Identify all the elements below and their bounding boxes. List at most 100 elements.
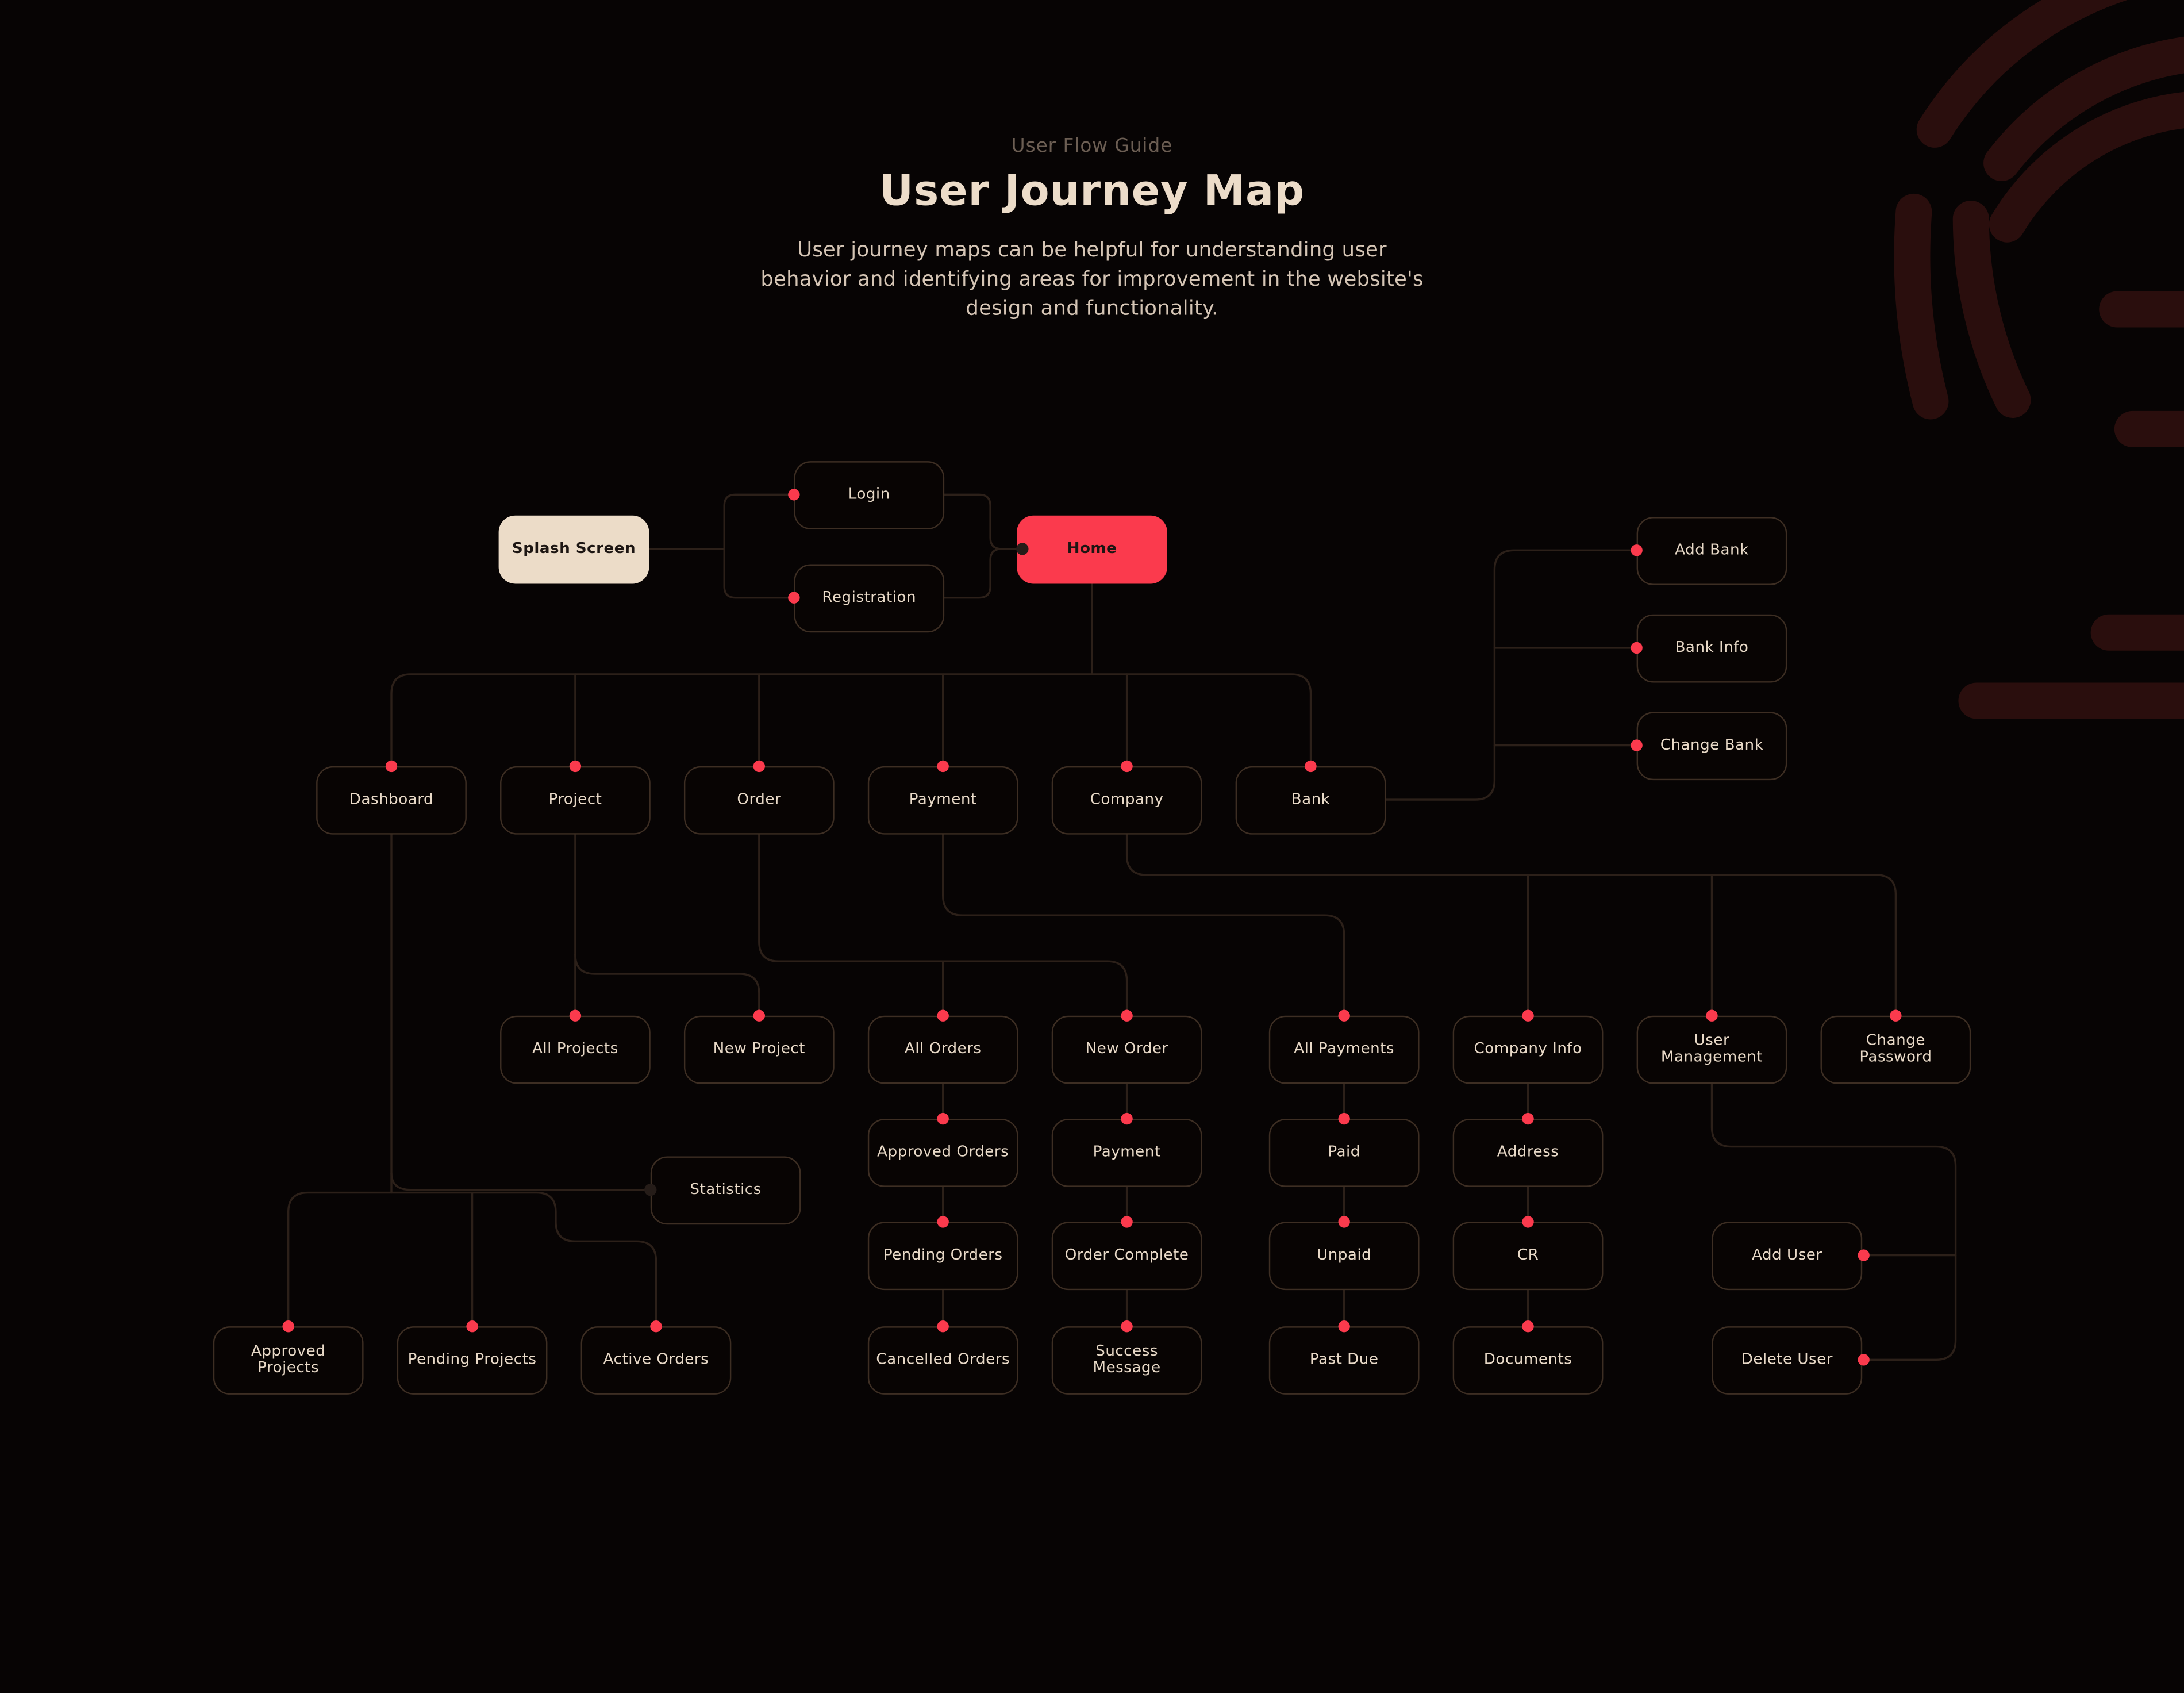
flow-edge [390, 673, 1312, 769]
node-splash-screen: Splash Screen [498, 515, 649, 583]
node-label: Bank [1291, 790, 1331, 808]
node-label: Past Due [1309, 1350, 1379, 1369]
node-label: Address [1497, 1142, 1559, 1161]
node-label: Pending Orders [883, 1245, 1003, 1264]
node-success-message: Success Message [1051, 1325, 1202, 1394]
decor-bar [1958, 682, 2184, 719]
flow-edge [574, 953, 760, 1013]
node-payment-step: Payment [1051, 1118, 1202, 1187]
node-company: Company [1051, 765, 1202, 834]
flow-edge [1385, 549, 1632, 801]
decor-arc [1894, 193, 1949, 420]
node-bank: Bank [1235, 765, 1386, 834]
flow-edge [1710, 1082, 1957, 1361]
node-project: Project [500, 765, 651, 834]
node-all-projects: All Projects [500, 1015, 651, 1084]
node-label: Change Password [1859, 1031, 1932, 1066]
node-approved-projects: Approved Projects [213, 1325, 364, 1394]
node-label: CR [1517, 1245, 1539, 1264]
node-all-payments: All Payments [1268, 1015, 1420, 1084]
node-paid: Paid [1268, 1118, 1420, 1187]
node-approved-orders: Approved Orders [867, 1118, 1018, 1187]
node-company-info: Company Info [1452, 1015, 1604, 1084]
flow-edge [287, 1191, 657, 1323]
node-registration: Registration [794, 563, 945, 632]
node-label: Pending Projects [407, 1350, 537, 1369]
node-label: Documents [1483, 1350, 1572, 1369]
node-all-orders: All Orders [867, 1015, 1018, 1084]
node-dashboard: Dashboard [316, 765, 467, 834]
flow-edge [390, 1172, 648, 1191]
node-label: Success Message [1093, 1342, 1161, 1377]
node-add-user: Add User [1712, 1221, 1863, 1289]
node-home: Home [1017, 515, 1167, 583]
node-documents: Documents [1452, 1325, 1604, 1394]
decor-bar [2090, 614, 2184, 651]
node-past-due: Past Due [1268, 1325, 1420, 1394]
kicker: User Flow Guide [1011, 135, 1173, 158]
diagram-header: User Flow Guide User Journey Map User jo… [0, 135, 2184, 324]
flow-edge [723, 548, 790, 599]
node-pending-projects: Pending Projects [397, 1325, 548, 1394]
node-user-management: User Management [1636, 1015, 1787, 1084]
node-add-bank: Add Bank [1636, 516, 1787, 585]
description: User journey maps can be helpful for und… [760, 238, 1424, 321]
page-title: User Journey Map [879, 167, 1305, 216]
flow-edge [943, 493, 1018, 550]
flow-edges [287, 493, 1957, 1361]
node-label: New Order [1085, 1039, 1168, 1058]
corner-decoration [1894, 0, 2184, 719]
node-label: Unpaid [1317, 1245, 1372, 1264]
node-change-password: Change Password [1820, 1015, 1971, 1084]
node-cr: CR [1452, 1221, 1604, 1289]
node-label: Bank Info [1675, 638, 1749, 657]
node-cancelled-orders: Cancelled Orders [867, 1325, 1018, 1394]
node-label: Project [548, 790, 602, 808]
node-label: Company Info [1474, 1039, 1582, 1058]
node-label: Payment [1093, 1142, 1161, 1161]
flow-edge [943, 548, 1018, 599]
decor-arc [1983, 36, 2184, 182]
decor-arc [1916, 0, 2128, 148]
node-label: Delete User [1741, 1350, 1833, 1369]
node-label: Order Complete [1064, 1245, 1189, 1264]
node-pending-orders: Pending Orders [867, 1221, 1018, 1289]
node-label: Order [737, 790, 782, 808]
node-label: New Project [713, 1039, 805, 1058]
node-label: Cancelled Orders [876, 1350, 1010, 1369]
node-new-project: New Project [683, 1015, 835, 1084]
node-label: Home [1067, 539, 1117, 558]
flow-edge [723, 493, 790, 550]
node-statistics: Statistics [650, 1155, 801, 1224]
node-new-order: New Order [1051, 1015, 1202, 1084]
node-active-orders: Active Orders [580, 1325, 732, 1394]
decor-arc [1989, 91, 2184, 243]
node-label: Dashboard [349, 790, 434, 808]
node-label: Change Bank [1660, 735, 1764, 754]
node-label: All Payments [1294, 1039, 1395, 1058]
node-label: Active Orders [603, 1350, 709, 1369]
node-label: Registration [822, 588, 917, 606]
node-label: All Orders [904, 1039, 982, 1058]
node-label: All Projects [532, 1039, 618, 1058]
node-delete-user: Delete User [1712, 1325, 1863, 1394]
decor-arc [1952, 200, 2031, 419]
node-label: Login [848, 485, 890, 504]
node-order-complete: Order Complete [1051, 1221, 1202, 1289]
node-label: Splash Screen [512, 539, 636, 558]
node-label: Company [1090, 790, 1164, 808]
node-payment: Payment [867, 765, 1018, 834]
flow-edge [942, 833, 1345, 1013]
node-address: Address [1452, 1118, 1604, 1187]
decor-bar [2114, 410, 2184, 447]
node-label: Approved Orders [877, 1142, 1009, 1161]
node-label: User Management [1660, 1031, 1763, 1066]
node-label: Paid [1328, 1142, 1360, 1161]
node-unpaid: Unpaid [1268, 1221, 1420, 1289]
node-login: Login [794, 460, 945, 529]
node-label: Add Bank [1675, 540, 1749, 559]
node-change-bank: Change Bank [1636, 711, 1787, 780]
